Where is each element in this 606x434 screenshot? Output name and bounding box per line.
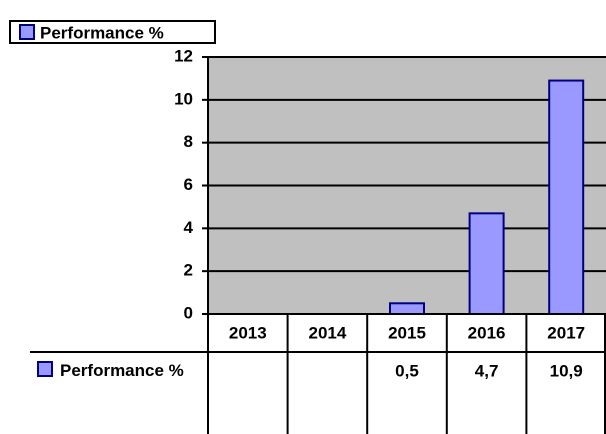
x-tick-label: 2017: [547, 323, 585, 342]
y-tick-label: 2: [184, 261, 193, 280]
data-label: 10,9: [550, 361, 583, 380]
y-tick-label: 12: [174, 46, 193, 65]
row-header: Performance %: [60, 361, 184, 380]
legend-box: [9, 20, 216, 44]
y-tick-label: 8: [184, 132, 193, 151]
x-tick-label: 2014: [308, 323, 346, 342]
legend-label: Performance %: [40, 23, 164, 42]
y-tick-label: 10: [174, 89, 193, 108]
y-tick-label: 4: [184, 218, 194, 237]
y-tick-label: 6: [184, 175, 193, 194]
row-header-text: Performance %: [60, 361, 184, 380]
x-tick-label: 2016: [468, 323, 506, 342]
legend-key: [19, 24, 35, 40]
bar: [468, 212, 505, 315]
data-label: 0,5: [395, 361, 419, 380]
y-tick-label: 0: [184, 303, 193, 322]
x-tick-label: 2013: [229, 323, 267, 342]
bar: [389, 302, 425, 315]
row-key: [37, 361, 53, 377]
x-tick-label: 2015: [388, 323, 426, 342]
data-label: 4,7: [475, 361, 499, 380]
bar: [548, 79, 585, 315]
